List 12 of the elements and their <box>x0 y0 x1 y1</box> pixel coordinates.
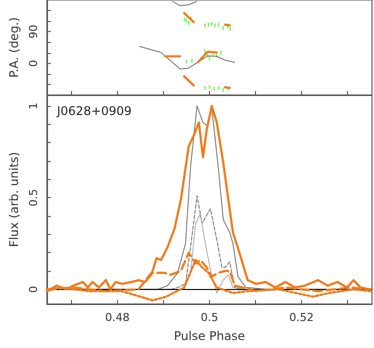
y-tick-label: 0 <box>26 286 40 293</box>
y-axis-title: Flux (arb. units) <box>7 152 21 248</box>
x-tick-label: 0.48 <box>105 311 130 324</box>
annotation: J0628+0909 <box>56 104 132 118</box>
y-tick-label: 90 <box>26 24 40 39</box>
y-tick-label: 0.5 <box>26 188 40 206</box>
x-tick-label: 0.52 <box>289 311 314 324</box>
y-tick-label: 0 <box>26 60 40 67</box>
y-axis-title: P.A. (deg.) <box>7 17 21 78</box>
y-tick-label: 1 <box>26 102 40 110</box>
x-tick-label: 0.5 <box>200 311 218 324</box>
x-axis-title: Pulse Phase <box>174 329 246 343</box>
